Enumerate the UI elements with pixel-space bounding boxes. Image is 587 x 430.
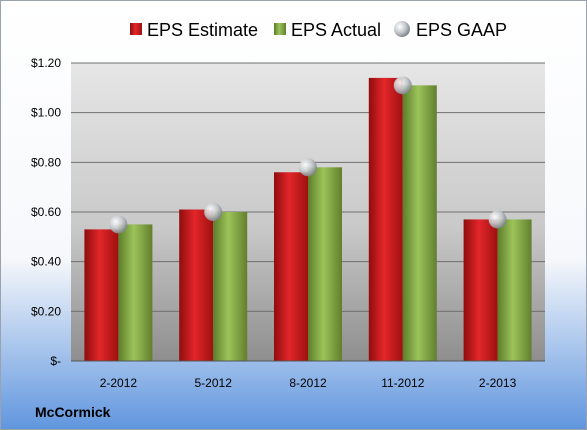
x-tick-label: 2-2013 xyxy=(479,376,517,390)
y-tick-label: $0.20 xyxy=(31,304,61,318)
marker-eps-gaap xyxy=(204,203,223,221)
legend: EPS Estimate EPS Actual EPS GAAP xyxy=(130,20,507,40)
bar-eps-estimate xyxy=(84,229,119,361)
legend-actual-label: EPS Actual xyxy=(291,20,381,40)
bar-eps-estimate xyxy=(179,209,214,361)
marker-eps-gaap xyxy=(488,210,507,229)
legend-gaap-marker xyxy=(394,21,410,37)
bars xyxy=(84,76,532,362)
bar-eps-actual xyxy=(118,224,153,361)
marker-eps-gaap xyxy=(109,215,128,234)
x-tick-label: 11-2012 xyxy=(381,376,424,390)
y-tick-label: $- xyxy=(50,354,61,368)
bar-eps-estimate xyxy=(368,77,403,362)
y-tick-label: $0.40 xyxy=(31,255,61,269)
x-tick-label: 5-2012 xyxy=(195,376,233,390)
x-axis-ticks: 2-2012 5-2012 8-2012 11-2012 2-2013 xyxy=(71,360,545,390)
company-name: McCormick xyxy=(35,404,111,420)
bar-eps-estimate xyxy=(274,172,308,361)
marker-eps-gaap xyxy=(393,76,412,95)
legend-gaap-label: EPS GAAP xyxy=(416,20,507,40)
bar-eps-actual xyxy=(308,167,342,361)
y-tick-label: $1.20 xyxy=(31,56,61,70)
legend-estimate-swatch xyxy=(130,23,142,35)
y-tick-label: $0.60 xyxy=(31,205,61,219)
bar-eps-actual xyxy=(497,219,532,361)
y-tick-label: $1.00 xyxy=(31,106,61,120)
x-tick-label: 8-2012 xyxy=(289,376,327,390)
legend-estimate-label: EPS Estimate xyxy=(147,20,258,40)
bar-eps-actual xyxy=(213,212,248,361)
y-tick-label: $0.80 xyxy=(31,155,61,169)
bar-eps-actual xyxy=(402,85,437,361)
y-axis-ticks: $- $0.20 $0.40 $0.60 $0.80 $1.00 $1.20 xyxy=(31,56,61,368)
bar-eps-estimate xyxy=(463,219,498,361)
marker-eps-gaap xyxy=(299,158,317,177)
x-tick-label: 2-2012 xyxy=(100,376,138,390)
legend-actual-swatch xyxy=(274,23,286,35)
